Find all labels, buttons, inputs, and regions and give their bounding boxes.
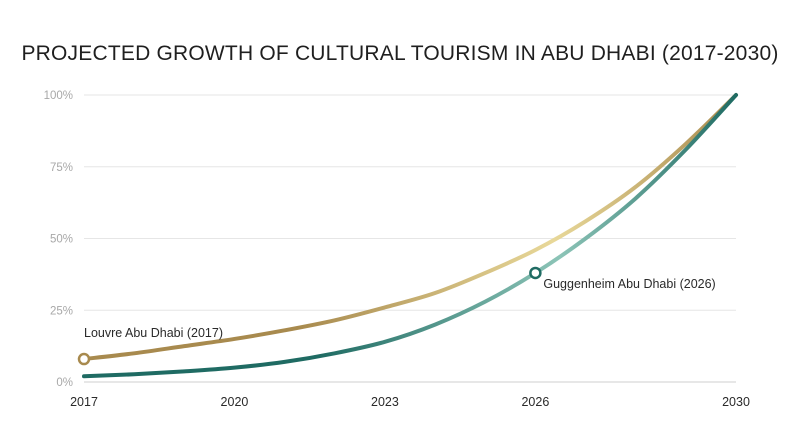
x-tick-label: 2017 bbox=[70, 395, 98, 409]
y-tick-label: 75% bbox=[50, 162, 73, 174]
annotation-marker bbox=[529, 266, 542, 280]
x-tick-label: 2030 bbox=[722, 395, 750, 409]
y-tick-label: 50% bbox=[50, 234, 73, 246]
series-line-teal bbox=[82, 93, 738, 379]
x-tick-label: 2026 bbox=[521, 395, 549, 409]
x-tick-label: 2020 bbox=[221, 395, 249, 409]
y-tick-label: 25% bbox=[50, 305, 73, 317]
annotation-label: Louvre Abu Dhabi (2017) bbox=[84, 326, 223, 340]
series-line-gold bbox=[82, 93, 738, 362]
chart-title: PROJECTED GROWTH OF CULTURAL TOURISM IN … bbox=[21, 42, 779, 65]
x-tick-label: 2023 bbox=[371, 395, 399, 409]
annotation-marker bbox=[77, 352, 91, 366]
y-tick-label: 100% bbox=[44, 90, 73, 102]
annotation-label: Guggenheim Abu Dhabi (2026) bbox=[543, 277, 715, 291]
y-tick-label: 0% bbox=[56, 377, 73, 389]
